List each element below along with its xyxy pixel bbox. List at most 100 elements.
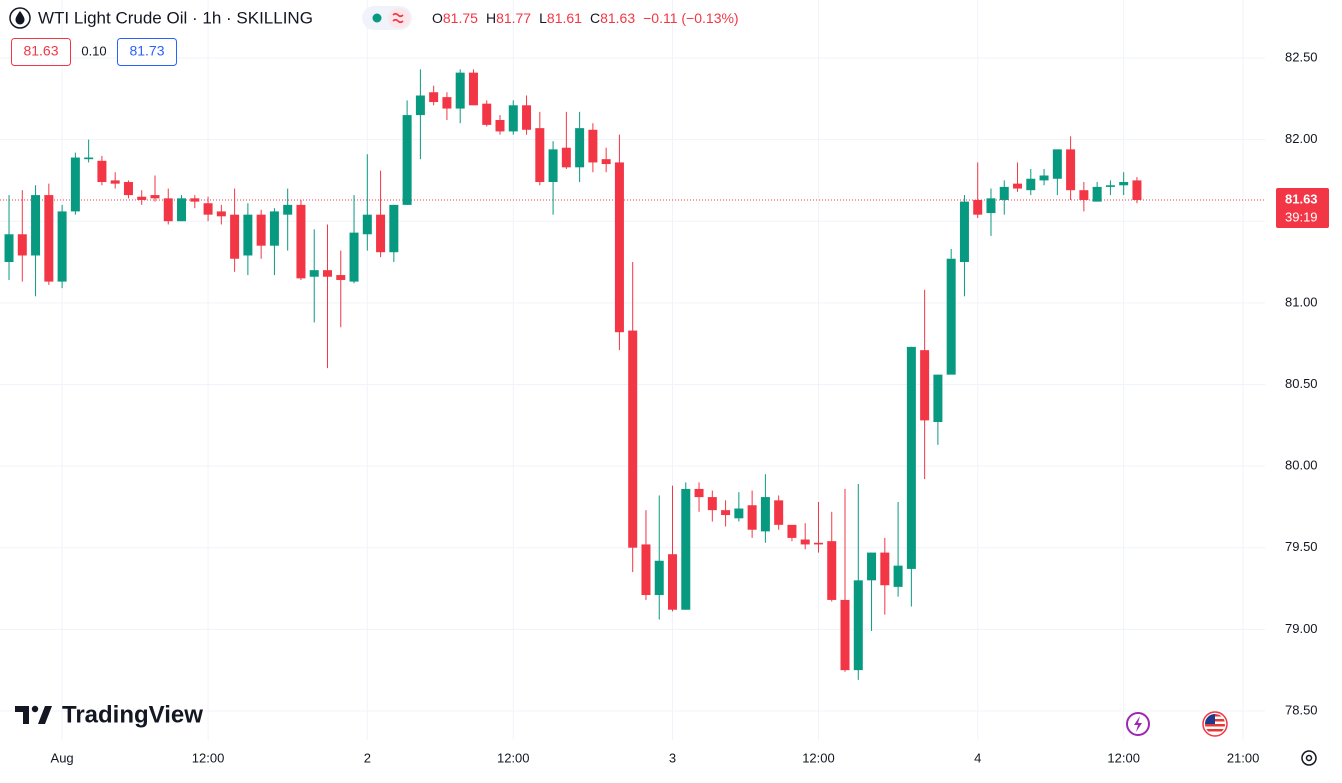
symbol-title: WTI Light Crude Oil · 1h · SKILLING <box>38 8 313 27</box>
candle-body <box>415 95 425 116</box>
candle-body <box>256 214 266 246</box>
candle-body <box>1105 185 1115 187</box>
candle-body <box>707 497 717 511</box>
candle-body <box>468 72 478 106</box>
candle-body <box>522 105 532 130</box>
x-tick-label: 2 <box>364 750 371 765</box>
candle-body <box>827 541 837 600</box>
candle-body <box>4 234 14 263</box>
candle-body <box>17 234 27 256</box>
candle-body <box>1013 183 1023 189</box>
axes: 78.5079.0079.5080.0080.5081.0081.5082.00… <box>51 49 1329 765</box>
ohlc-label: C <box>590 10 600 26</box>
lightning-symbol <box>1134 716 1142 732</box>
x-tick-label: Aug <box>51 750 74 765</box>
brand: TradingView <box>15 701 203 728</box>
candle-body <box>1026 178 1036 191</box>
candle-body <box>203 203 213 215</box>
candle-body <box>163 198 173 222</box>
y-tick-label: 79.50 <box>1285 539 1318 554</box>
candle-body <box>216 211 226 217</box>
candle-body <box>694 488 704 498</box>
candle-body <box>1039 175 1049 181</box>
candle-body <box>787 524 797 538</box>
candle-body <box>561 147 571 168</box>
candle-body <box>1092 186 1102 202</box>
candle-body <box>999 186 1009 200</box>
settings-icon <box>1301 750 1317 766</box>
candle-body <box>601 159 611 165</box>
ohlc-value: 81.63 <box>600 10 635 26</box>
candle-body <box>1079 190 1089 200</box>
candle-body <box>376 214 386 253</box>
y-tick-label: 80.50 <box>1285 376 1318 391</box>
x-tick-label: 12:00 <box>802 750 835 765</box>
candle-body <box>654 560 664 596</box>
x-tick-label: 21:00 <box>1227 750 1260 765</box>
ask-price: 81.73 <box>129 43 164 59</box>
candle-body <box>137 196 147 200</box>
y-tick-label: 82.50 <box>1285 49 1318 64</box>
candle-body <box>867 552 877 581</box>
candle-body <box>681 488 691 610</box>
candle-body <box>628 330 638 548</box>
ohlc-value: 81.75 <box>443 10 478 26</box>
x-tick-label: 12:00 <box>497 750 530 765</box>
settings-button[interactable] <box>1301 750 1317 766</box>
candle-body <box>774 500 784 525</box>
candle-body <box>641 544 651 596</box>
candle-body <box>177 198 187 222</box>
candle-body <box>269 211 279 246</box>
candle-body <box>362 214 372 235</box>
settings-icon-center <box>1305 754 1313 762</box>
candle-body <box>336 275 346 280</box>
candle-body <box>535 128 545 183</box>
candle-body <box>442 97 452 109</box>
status-delayed <box>388 8 410 28</box>
y-tick-label: 81.00 <box>1285 294 1318 309</box>
bid-box[interactable] <box>11 38 71 66</box>
candle-body <box>721 510 731 516</box>
candle-body <box>1066 149 1076 191</box>
ask-box[interactable] <box>117 38 177 66</box>
y-tick-label: 80.00 <box>1285 458 1318 473</box>
candle-body <box>933 374 943 422</box>
candle-body <box>150 195 160 199</box>
candle-body <box>813 542 823 545</box>
candle-body <box>349 232 359 282</box>
header: WTI Light Crude Oil · 1h · SKILLING O81.… <box>9 6 739 66</box>
y-tick-label: 79.00 <box>1285 621 1318 636</box>
event-icons <box>1126 711 1228 737</box>
x-tick-label: 12:00 <box>192 750 225 765</box>
brand-logo-v <box>38 706 52 724</box>
candle-body <box>548 149 558 183</box>
candle-body <box>70 157 80 212</box>
x-tick-label: 3 <box>669 750 676 765</box>
ohlc-value: 81.77 <box>496 10 531 26</box>
candle-body <box>986 198 996 214</box>
candle-body <box>614 162 624 333</box>
candle-body <box>880 552 890 586</box>
candle-body <box>853 580 863 671</box>
brand-logo-t <box>15 706 29 724</box>
candle-body <box>973 199 983 215</box>
ohlc-label: L <box>539 10 547 26</box>
candles <box>4 69 1142 680</box>
candle-body <box>84 157 94 160</box>
candle-body <box>508 105 518 132</box>
candle-body <box>906 346 916 569</box>
candle-body <box>455 72 465 109</box>
candle-body <box>668 554 678 610</box>
x-tick-label: 12:00 <box>1107 750 1140 765</box>
candle-body <box>760 497 770 532</box>
status-dot <box>372 13 382 23</box>
last-price-label: 81.63 <box>1285 191 1318 206</box>
candle-body <box>946 258 956 375</box>
symbol-icon-drop <box>15 11 25 25</box>
candle-body <box>429 92 439 103</box>
candle-body <box>283 204 293 215</box>
candle-body <box>1052 149 1062 179</box>
brand-logo-dot <box>31 705 39 713</box>
